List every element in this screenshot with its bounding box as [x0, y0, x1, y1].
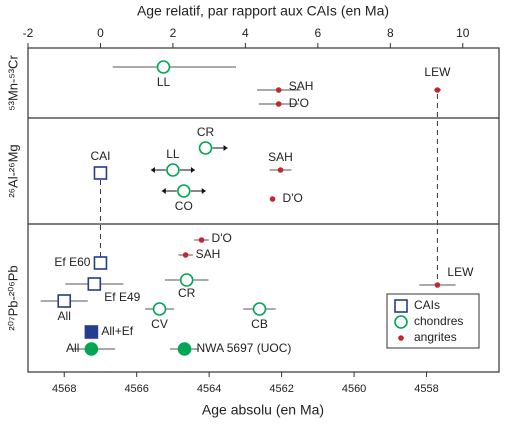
bottom-tick-label: 4558 [414, 383, 438, 395]
point-label: CR [197, 125, 215, 139]
circle-marker [394, 315, 408, 329]
point-label: CR [178, 286, 196, 300]
point-label: D'O [212, 231, 232, 245]
point-label: D'O [289, 96, 309, 110]
circle-marker [156, 60, 171, 74]
point-label: SAH [268, 150, 293, 164]
point-label: CV [151, 317, 168, 331]
circle-marker [179, 273, 194, 287]
point-label: SAH [196, 247, 221, 261]
dot-marker [434, 87, 441, 93]
circle-marker [252, 302, 267, 316]
top-tick-label: 6 [315, 26, 322, 40]
arrow-head [161, 188, 166, 194]
circle-marker [84, 342, 99, 356]
panel-y-label: ²⁶Al-²⁶Mg [5, 144, 20, 197]
square-marker [93, 166, 108, 180]
top-tick-label: 8 [387, 26, 394, 40]
circle-marker [152, 302, 167, 316]
circle-marker [177, 342, 192, 356]
top-tick-label: 4 [242, 26, 249, 40]
dot-marker [277, 167, 284, 173]
top-tick-label: 10 [456, 26, 470, 40]
arrow-head [223, 145, 228, 151]
square-marker [87, 277, 102, 291]
dot-marker [198, 237, 205, 243]
bottom-axis-title: Age absolu (en Ma) [202, 402, 324, 418]
point-label: SAH [289, 79, 314, 93]
legend-label: angrites [414, 330, 457, 344]
point-label: NWA 5697 (UOC) [197, 341, 292, 355]
arrow-head [150, 167, 155, 173]
point-label: All [58, 309, 71, 323]
circle-marker [166, 163, 180, 177]
dot-marker [269, 196, 276, 202]
bottom-tick-label: 4564 [197, 383, 221, 395]
dot-marker [275, 101, 282, 107]
top-tick-label: 0 [97, 26, 104, 40]
square-marker [57, 294, 72, 308]
panel-y-label: ²⁰⁷Pb-²⁰⁶Pb [5, 265, 20, 330]
point-label: Ef E60 [54, 255, 90, 269]
bottom-tick-label: 4566 [124, 383, 148, 395]
square-marker [93, 256, 108, 270]
dot-marker [182, 252, 189, 258]
frame [27, 47, 500, 373]
arrow-head [190, 167, 195, 173]
square-marker [84, 325, 99, 339]
dot-marker [434, 282, 441, 288]
arrow-head [201, 188, 206, 194]
point-label: CO [175, 199, 193, 213]
bottom-tick-label: 4560 [342, 383, 366, 395]
point-label: LL [166, 147, 180, 161]
top-tick-label: -2 [23, 26, 34, 40]
point-label: Ef E49 [104, 290, 140, 304]
circle-marker [176, 184, 191, 198]
bottom-tick-label: 4562 [269, 383, 293, 395]
point-label: LEW [424, 65, 451, 79]
legend-label: chondres [414, 314, 463, 328]
point-label: LL [157, 75, 171, 89]
point-label: D'O [283, 191, 303, 205]
circle-marker [198, 141, 213, 155]
legend-label: CAIs [414, 298, 440, 312]
bottom-tick-label: 4568 [52, 383, 76, 395]
square-marker [394, 299, 408, 313]
dot-marker [275, 87, 282, 93]
point-label: All+Ef [101, 324, 133, 338]
point-label: All [66, 341, 79, 355]
panel-y-label: ⁵³Mn-⁵³Cr [5, 55, 20, 111]
point-label: CB [251, 317, 268, 331]
point-label: LEW [447, 265, 474, 279]
top-axis-title: Age relatif, par rapport aux CAIs (en Ma… [137, 3, 389, 19]
point-label: CAI [90, 149, 110, 163]
dot-marker [398, 335, 404, 341]
top-tick-label: 2 [170, 26, 177, 40]
